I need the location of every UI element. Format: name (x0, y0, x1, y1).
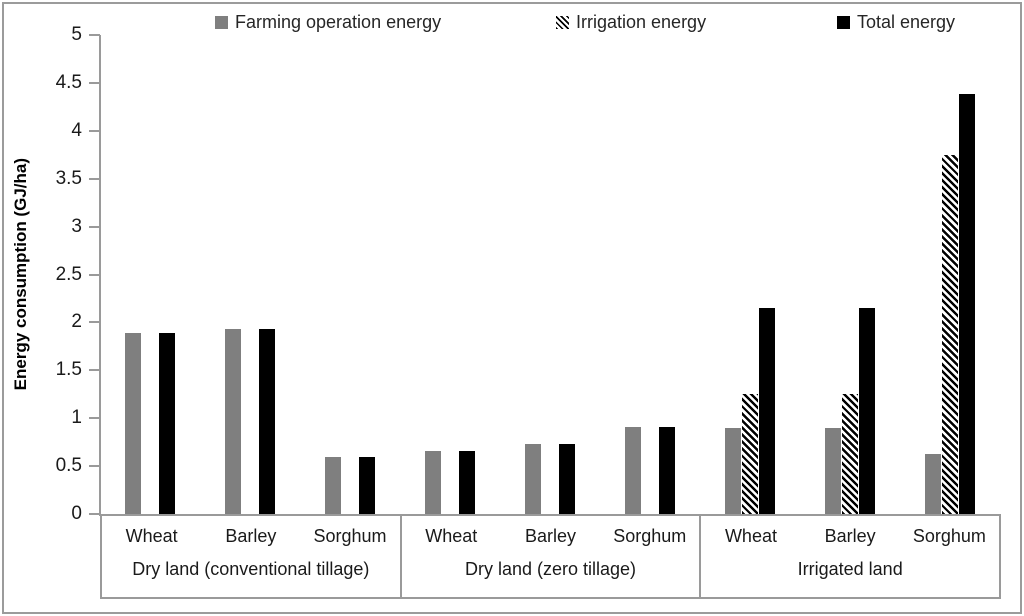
legend-swatch-farming-icon (215, 16, 228, 29)
x-axis-line (100, 514, 1001, 516)
category-label-barley: Barley (824, 526, 876, 547)
bar-total-energy-wheat-6 (759, 308, 776, 514)
legend-item-farming: Farming operation energy (215, 12, 441, 33)
group-column-dry-land-conventional-tillage: Wheat Barley Sorghum Dry land (conventional… (102, 516, 402, 597)
bar-total-energy-sorghum-5 (659, 426, 676, 514)
y-tick-label-0: 0 (71, 503, 82, 524)
legend-label-irrigation: Irrigation energy (576, 12, 707, 32)
y-tick-label-1: 1 (71, 407, 82, 429)
bar-total-energy-sorghum-8 (959, 94, 976, 514)
bar-irrigation-energy-barley-7 (842, 394, 859, 514)
bar-farming-operation-energy-barley-7 (825, 427, 842, 514)
y-tick-mark-3.5 (89, 177, 100, 180)
bar-total-energy-sorghum-2 (358, 456, 375, 514)
category-axis-box: Wheat Barley Sorghum Dry land (conventional… (100, 516, 1001, 599)
y-tick-label-2: 2 (71, 311, 82, 333)
category-label-sorghum: Sorghum (313, 526, 387, 547)
category-label-wheat: Wheat (425, 526, 478, 547)
y-tick-mark-0 (89, 513, 100, 515)
y-tick-label-3: 3 (71, 215, 82, 237)
category-label-wheat: Wheat (724, 526, 777, 547)
y-tick-label-0.5: 0.5 (55, 455, 82, 477)
y-tick-mark-4.5 (89, 81, 100, 84)
y-tick-label-2.5: 2.5 (55, 263, 82, 285)
bar-farming-operation-energy-barley-4 (525, 444, 541, 514)
y-axis-line (99, 35, 101, 516)
bar-irrigation-energy-wheat-6 (742, 394, 759, 514)
legend-item-total: Total energy (837, 12, 955, 33)
y-tick-mark-3 (89, 225, 100, 228)
category-label-barley: Barley (225, 526, 277, 547)
y-tick-label-4: 4 (71, 119, 82, 141)
legend-label-farming: Farming operation energy (235, 12, 442, 32)
legend-swatch-total-icon (837, 16, 850, 29)
group-label-dry-land-conventional-tillage: Dry land (conventional tillage) (132, 559, 370, 580)
legend-swatch-irrigation-icon (556, 16, 569, 29)
y-tick-mark-1.5 (89, 369, 100, 372)
y-tick-label-3.5: 3.5 (55, 167, 82, 189)
y-tick-label-4.5: 4.5 (55, 71, 82, 93)
bar-total-energy-barley-1 (258, 329, 275, 514)
bar-total-energy-wheat-3 (458, 450, 475, 514)
category-label-wheat: Wheat (125, 526, 178, 547)
legend-item-irrigation: Irrigation energy (556, 12, 706, 33)
group-label-dry-land-zero-tillage: Dry land (zero tillage) (464, 559, 637, 580)
category-label-sorghum: Sorghum (613, 526, 687, 547)
category-row: Wheat Barley Sorghum (102, 516, 400, 557)
bar-farming-operation-energy-sorghum-5 (625, 426, 642, 514)
legend-label-total: Total energy (857, 12, 956, 32)
y-tick-label-1.5: 1.5 (55, 359, 82, 381)
y-tick-label-5: 5 (71, 24, 82, 45)
bar-farming-operation-energy-wheat-0 (124, 332, 141, 514)
group-column-dry-land-zero-tillage: Wheat Barley Sorghum Dry land (zero tillage… (402, 516, 702, 597)
bar-total-energy-barley-4 (559, 444, 575, 514)
group-label-irrigated-land: Irrigated land (797, 559, 903, 580)
group-column-irrigated-land: Wheat Barley Sorghum Irrigated land (701, 516, 999, 597)
bar-total-energy-wheat-0 (158, 332, 175, 514)
bar-farming-operation-energy-wheat-6 (725, 427, 742, 514)
y-tick-mark-4 (89, 129, 100, 132)
y-tick-mark-2 (89, 321, 100, 324)
bar-farming-operation-energy-wheat-3 (424, 450, 441, 514)
bar-total-energy-barley-7 (859, 308, 876, 514)
bar-irrigation-energy-sorghum-8 (942, 154, 959, 514)
category-row: Wheat Barley Sorghum (402, 516, 700, 557)
bar-farming-operation-energy-sorghum-8 (925, 453, 942, 514)
bar-farming-operation-energy-sorghum-2 (324, 456, 341, 514)
category-row: Wheat Barley Sorghum (701, 516, 999, 557)
y-tick-mark-5 (89, 34, 100, 36)
y-tick-mark-0.5 (89, 465, 100, 468)
bar-farming-operation-energy-barley-1 (224, 329, 241, 514)
category-label-barley: Barley (524, 526, 577, 547)
y-tick-mark-2.5 (89, 273, 100, 276)
y-tick-mark-1 (89, 417, 100, 420)
plot-area (89, 34, 1001, 515)
category-label-sorghum: Sorghum (912, 526, 986, 547)
